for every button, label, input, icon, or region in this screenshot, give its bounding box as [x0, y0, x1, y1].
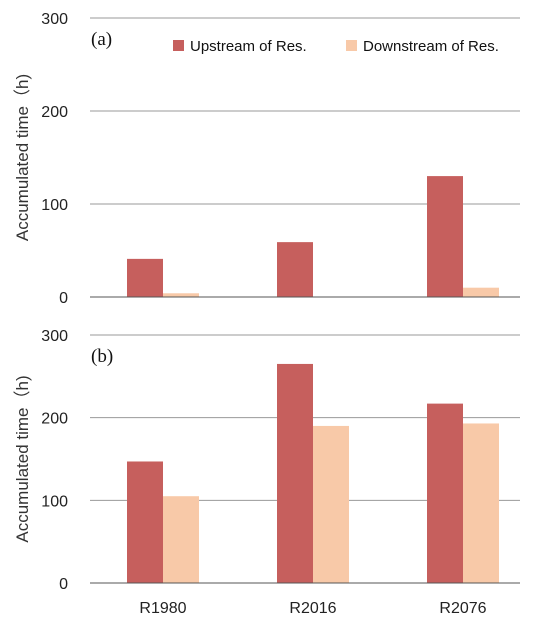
- bar-downstream-r2076: [463, 423, 499, 583]
- panel-label: (b): [91, 346, 113, 367]
- legend-swatch-upstream: [173, 40, 184, 51]
- bar-downstream-r1980: [163, 496, 199, 583]
- y-tick-label: 100: [41, 197, 68, 214]
- y-tick-label: 100: [41, 493, 68, 510]
- y-axis-label: Accumulated time（h): [13, 74, 32, 241]
- bar-upstream-r2076: [427, 403, 463, 583]
- y-tick-label: 300: [41, 11, 68, 28]
- panel-label: (a): [91, 29, 112, 50]
- y-tick-label: 0: [59, 576, 68, 593]
- bar-downstream-r2076: [463, 287, 499, 297]
- x-tick-label: R2076: [439, 600, 486, 617]
- bar-downstream-r1980: [163, 293, 199, 297]
- bar-upstream-r2016: [277, 363, 313, 583]
- bar-upstream-r2076: [427, 176, 463, 297]
- bar-downstream-r2016: [313, 425, 349, 583]
- x-tick-label: R2016: [289, 600, 336, 617]
- y-tick-label: 0: [59, 290, 68, 307]
- bar-upstream-r2016: [277, 242, 313, 297]
- y-tick-label: 200: [41, 411, 68, 428]
- legend-label-upstream: Upstream of Res.: [190, 38, 307, 55]
- legend-label-downstream: Downstream of Res.: [363, 38, 499, 55]
- y-tick-label: 300: [41, 328, 68, 345]
- x-tick-label: R1980: [139, 600, 186, 617]
- bar-upstream-r1980: [127, 461, 163, 583]
- y-axis-label: Accumulated time（h): [13, 375, 32, 542]
- y-tick-label: 200: [41, 104, 68, 121]
- legend-swatch-downstream: [346, 40, 357, 51]
- bar-upstream-r1980: [127, 258, 163, 297]
